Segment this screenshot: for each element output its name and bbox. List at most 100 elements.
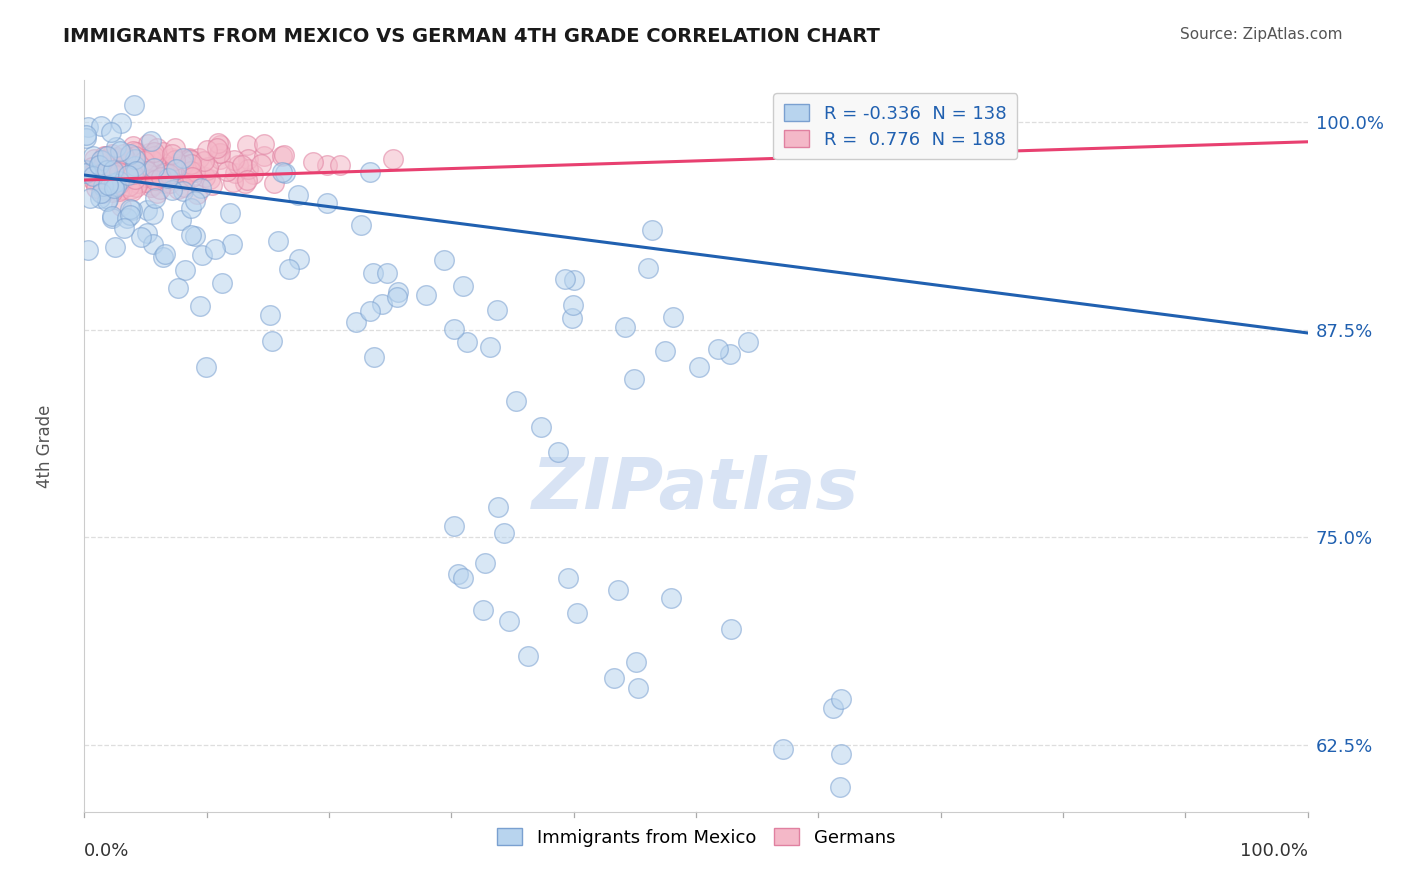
Point <box>177 167 200 181</box>
Point <box>179 166 201 180</box>
Point <box>259 308 281 322</box>
Point <box>139 134 162 148</box>
Point <box>172 185 194 199</box>
Point <box>250 157 273 171</box>
Point <box>148 161 170 176</box>
Point <box>135 226 157 240</box>
Point <box>82 172 104 186</box>
Point <box>122 152 145 166</box>
Point <box>94 160 117 174</box>
Point <box>98 167 121 181</box>
Point <box>96 149 118 163</box>
Point <box>195 359 218 374</box>
Point <box>479 340 502 354</box>
Point <box>828 780 851 794</box>
Point <box>361 266 384 280</box>
Point <box>143 172 166 186</box>
Point <box>277 262 299 277</box>
Point <box>641 223 664 237</box>
Point <box>142 145 165 159</box>
Point <box>382 152 405 166</box>
Point <box>108 168 131 182</box>
Point <box>101 178 124 193</box>
Point <box>100 146 122 161</box>
Point <box>316 158 339 172</box>
Point <box>142 237 165 252</box>
Point <box>208 146 231 161</box>
Point <box>121 184 143 198</box>
Point <box>162 161 184 175</box>
Point <box>94 161 117 176</box>
Point <box>162 151 184 165</box>
Point <box>344 315 367 329</box>
Point <box>100 124 122 138</box>
Point <box>169 160 191 174</box>
Point <box>143 191 166 205</box>
Point <box>138 146 160 161</box>
Point <box>375 266 398 280</box>
Text: 4th Grade: 4th Grade <box>35 404 53 488</box>
Point <box>172 153 194 167</box>
Point <box>315 196 337 211</box>
Point <box>143 161 166 175</box>
Point <box>204 243 226 257</box>
Point <box>101 174 124 188</box>
Point <box>91 159 114 173</box>
Point <box>124 153 146 167</box>
Point <box>89 161 111 176</box>
Point <box>830 692 852 706</box>
Point <box>262 334 284 349</box>
Point <box>498 614 520 628</box>
Point <box>167 182 190 196</box>
Point <box>96 153 118 167</box>
Point <box>104 158 127 172</box>
Point <box>89 158 111 172</box>
Point <box>184 165 207 179</box>
Point <box>688 360 710 375</box>
Point <box>170 213 193 227</box>
Point <box>110 151 132 165</box>
Point <box>101 168 124 182</box>
Point <box>557 571 579 585</box>
Point <box>143 149 166 163</box>
Point <box>141 153 163 168</box>
Point <box>94 159 117 173</box>
Point <box>236 161 259 176</box>
Point <box>84 180 107 194</box>
Point <box>90 161 112 175</box>
Point <box>271 164 294 178</box>
Point <box>146 140 169 154</box>
Point <box>654 343 676 358</box>
Point <box>124 159 146 173</box>
Point <box>93 149 115 163</box>
Point <box>222 153 245 167</box>
Point <box>456 334 478 349</box>
Point <box>105 164 128 178</box>
Point <box>101 163 124 178</box>
Point <box>117 169 139 183</box>
Point <box>135 202 157 217</box>
Point <box>157 167 180 181</box>
Point <box>110 199 132 213</box>
Point <box>118 202 141 217</box>
Point <box>209 137 232 152</box>
Point <box>98 163 121 178</box>
Point <box>153 176 176 190</box>
Point <box>134 169 156 184</box>
Point <box>359 304 381 318</box>
Point <box>561 310 583 325</box>
Point <box>221 237 243 252</box>
Point <box>194 169 217 184</box>
Point <box>121 167 143 181</box>
Point <box>139 165 162 179</box>
Point <box>235 138 257 153</box>
Point <box>637 261 659 276</box>
Point <box>103 181 125 195</box>
Point <box>139 169 162 183</box>
Point <box>121 162 143 177</box>
Point <box>163 141 186 155</box>
Point <box>173 180 195 194</box>
Point <box>270 149 292 163</box>
Point <box>155 247 177 261</box>
Point <box>152 250 174 264</box>
